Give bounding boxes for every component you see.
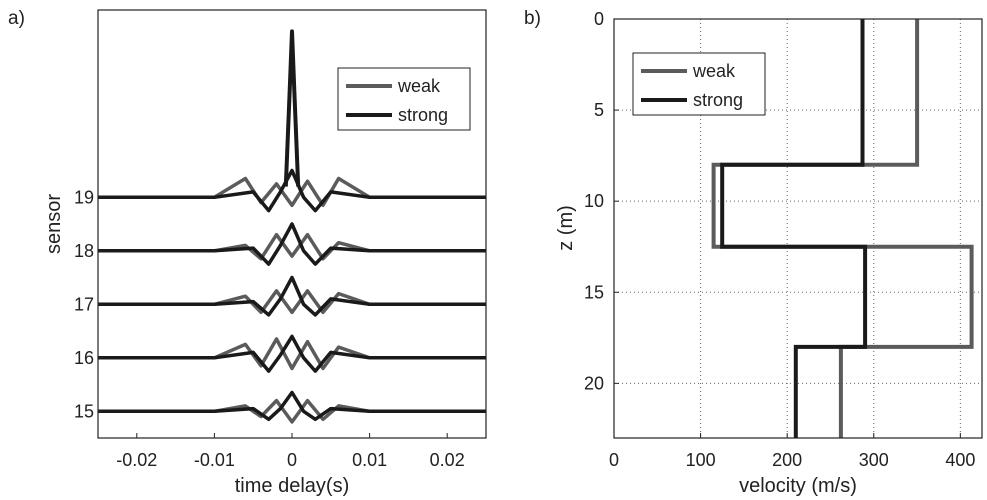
panel-b-axes-frame — [613, 18, 983, 439]
trace-weak-sensor-17 — [98, 289, 486, 315]
b-x-tick-label: 200 — [772, 450, 802, 470]
trace-weak-sensor-15 — [98, 398, 486, 424]
trace-strong-sensor-16 — [98, 334, 486, 373]
panel-a-label: a) — [8, 8, 25, 29]
b-y-tick-label: 10 — [584, 191, 604, 211]
a-y-tick-label: 17 — [74, 294, 94, 314]
b-x-tick-label: 300 — [859, 450, 889, 470]
b-y-tick-label: 20 — [584, 373, 604, 393]
panel-b-legend-strong-label: strong — [693, 90, 743, 110]
a-x-tick-label: -0.02 — [116, 450, 157, 470]
a-x-tick-label: 0.02 — [430, 450, 465, 470]
panel-b-x-axis-label: velocity (m/s) — [739, 475, 857, 497]
a-y-tick-label: 15 — [74, 401, 94, 421]
panel-a-plot-area — [98, 29, 486, 424]
panel-b-legend-box — [632, 52, 766, 116]
panel-a-waveforms: a) -0.02 -0.01 0 0.01 0.02 15 16 17 18 19 time d… — [8, 8, 487, 497]
b-x-tick-label: 0 — [609, 450, 619, 470]
panel-a-legend-weak-label: weak — [397, 76, 441, 96]
trace-autocorrelation-peak — [283, 29, 301, 187]
panel-b-y-axis-label: z (m) — [555, 205, 577, 251]
trace-strong-sensor-18 — [98, 222, 486, 266]
panel-b-velocity-profile: b) 0 100 200 300 400 0 5 10 15 20 velocity (m/s)… — [524, 8, 983, 497]
panel-a-x-ticks: -0.02 -0.01 0 0.01 0.02 — [116, 433, 465, 470]
panel-a-x-axis-label: time delay(s) — [235, 475, 349, 497]
trace-strong-sensor-19 — [98, 168, 486, 213]
velocity-profile-strong — [720, 19, 868, 438]
panel-b-legend-weak-label: weak — [692, 61, 736, 81]
a-y-tick-label: 18 — [74, 241, 94, 261]
a-x-tick-label: 0 — [287, 450, 297, 470]
a-x-tick-label: -0.01 — [194, 450, 235, 470]
b-x-tick-label: 100 — [686, 450, 716, 470]
panel-b-plot-area — [711, 19, 974, 438]
panel-b-grid — [614, 19, 982, 438]
trace-weak-sensor-18 — [98, 232, 486, 261]
panel-a-y-ticks: 15 16 17 18 19 — [74, 187, 103, 421]
b-y-tick-label: 5 — [594, 100, 604, 120]
b-y-tick-label: 0 — [594, 9, 604, 29]
trace-weak-sensor-19 — [98, 176, 486, 208]
b-x-tick-label: 400 — [945, 450, 975, 470]
panel-a-legend: weak strong — [337, 67, 471, 131]
a-y-tick-label: 19 — [74, 187, 94, 207]
trace-strong-sensor-17 — [98, 275, 486, 317]
trace-strong-sensor-15 — [98, 390, 486, 422]
panel-b-y-ticks: 0 5 10 15 20 — [584, 9, 619, 393]
panel-a-y-axis-label: sensor — [43, 194, 65, 254]
a-y-tick-label: 16 — [74, 348, 94, 368]
b-y-tick-label: 15 — [584, 282, 604, 302]
a-x-tick-label: 0.01 — [352, 450, 387, 470]
panel-b-x-ticks: 0 100 200 300 400 — [609, 433, 975, 470]
panel-a-legend-strong-label: strong — [398, 105, 448, 125]
trace-weak-sensor-16 — [98, 337, 486, 371]
panel-b-label: b) — [524, 8, 541, 29]
panel-b-legend: weak strong — [632, 52, 766, 116]
panel-a-legend-box — [337, 67, 471, 131]
